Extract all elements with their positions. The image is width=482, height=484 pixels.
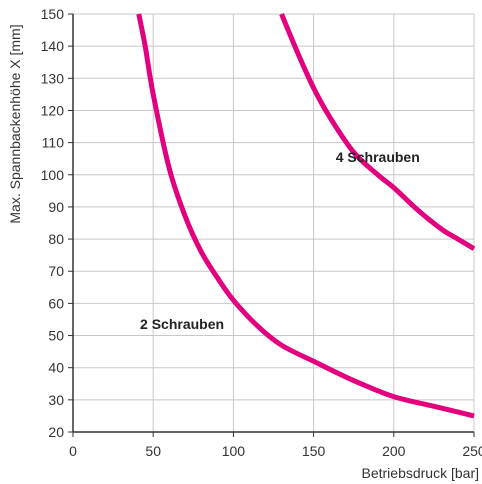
y-tick-label: 90 [48, 199, 64, 215]
series-label-2-schrauben: 2 Schrauben [140, 316, 224, 332]
y-tick-label: 130 [41, 70, 65, 86]
x-tick-label: 50 [145, 443, 161, 459]
x-axis-label: Betriebsdruck [bar] [362, 465, 480, 481]
y-tick-label: 110 [42, 135, 65, 151]
series-lines [136, 13, 476, 419]
y-tick-label: 80 [48, 231, 64, 247]
y-tick-label: 50 [48, 328, 64, 344]
y-tick-labels: 20 30 40 50 60 70 80 90 100 110 120 130 140 150 [41, 6, 73, 440]
grid [72, 13, 475, 433]
x-tick-label: 0 [69, 443, 77, 459]
y-tick-label: 60 [48, 295, 64, 311]
x-tick-label: 250 [462, 443, 482, 459]
x-tick-label: 100 [222, 443, 246, 459]
y-tick-label: 70 [48, 263, 64, 279]
series-line-2-schrauben [136, 13, 475, 419]
x-tick-label: 200 [382, 443, 406, 459]
y-tick-label: 30 [48, 392, 64, 408]
series-line-4-schrauben [279, 13, 476, 251]
series-annotations: 4 Schrauben 2 Schrauben [140, 149, 420, 332]
y-tick-label: 20 [48, 424, 64, 440]
y-tick-label: 120 [41, 102, 65, 118]
y-tick-label: 140 [41, 38, 65, 54]
y-tick-label: 150 [41, 6, 65, 22]
x-tick-label: 150 [302, 443, 326, 459]
y-tick-label: 40 [48, 360, 64, 376]
axes [72, 14, 474, 433]
y-tick-label: 100 [41, 167, 65, 183]
x-tick-labels: 0 50 100 150 200 250 [69, 432, 482, 459]
y-axis-label: Max. Spannbackenhöhe X [mm] [7, 24, 23, 223]
series-label-4-schrauben: 4 Schrauben [336, 149, 420, 165]
